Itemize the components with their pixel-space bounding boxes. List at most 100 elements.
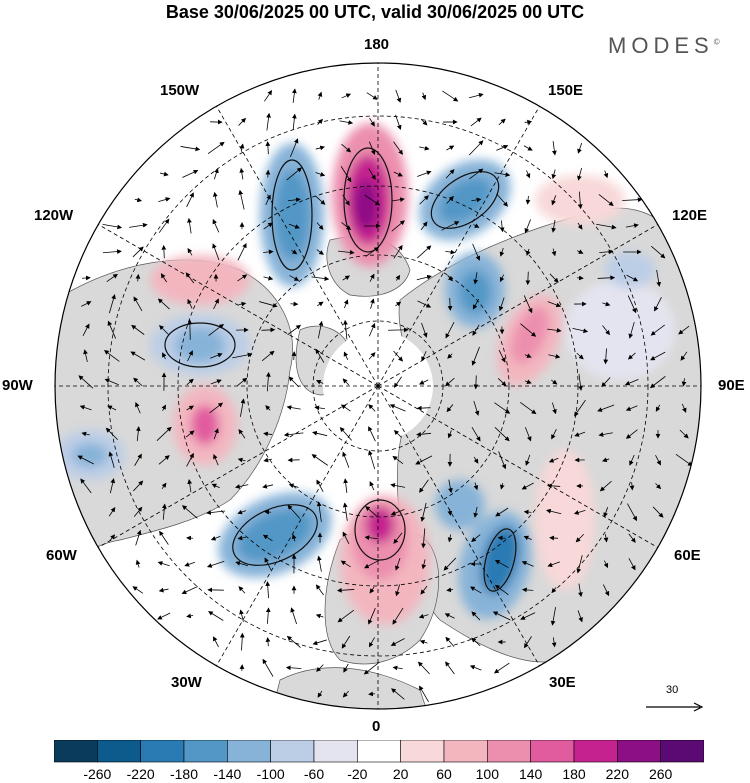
wind-arrow xyxy=(237,457,246,463)
lon-label-150e: 150E xyxy=(548,82,584,99)
wind-arrow xyxy=(264,557,272,571)
wind-arrow xyxy=(290,301,299,307)
wind-arrow xyxy=(419,379,429,385)
contour-line xyxy=(232,504,318,566)
wind-arrow xyxy=(598,194,614,207)
wind-arrow xyxy=(316,664,324,672)
lon-label-90e: 90E xyxy=(718,377,745,394)
wind-arrow xyxy=(161,404,166,412)
wind-arrow xyxy=(341,635,351,649)
wind-arrow xyxy=(368,691,376,697)
wind-arrow xyxy=(574,431,586,437)
wind-arrow xyxy=(102,223,123,230)
wind-arrow xyxy=(315,145,325,151)
wind-arrow xyxy=(603,170,609,179)
wind-arrow xyxy=(158,218,170,233)
wind-arrow xyxy=(77,455,94,465)
anomaly-negative-core xyxy=(175,327,225,363)
wind-arrow xyxy=(521,561,534,567)
wind-arrow xyxy=(416,431,432,437)
wind-arrow xyxy=(135,273,141,282)
wind-arrow xyxy=(597,404,615,412)
colorbar-tick-label: -140 xyxy=(213,766,242,782)
wind-arrow xyxy=(130,351,146,361)
colorbar-segment xyxy=(54,740,98,763)
wind-arrow xyxy=(421,351,427,362)
wind-arrow xyxy=(135,559,141,568)
wind-arrow xyxy=(341,93,352,99)
wind-arrow xyxy=(237,535,246,541)
wind-arrow xyxy=(392,607,404,625)
wind-arrow xyxy=(473,375,479,390)
wind-arrow xyxy=(80,478,92,494)
wind-arrow xyxy=(447,534,453,543)
wind-arrow xyxy=(551,195,557,206)
wind-arrow xyxy=(109,534,116,542)
wind-arrow xyxy=(212,191,218,208)
reference-vector-arrow xyxy=(646,702,704,712)
wind-arrow xyxy=(337,609,355,623)
wind-arrow xyxy=(441,221,460,231)
wind-arrow xyxy=(368,450,376,470)
wind-arrow xyxy=(420,585,428,595)
wind-arrow xyxy=(161,482,167,489)
wind-arrow xyxy=(445,661,455,675)
wind-arrow xyxy=(603,560,609,569)
wind-arrow xyxy=(239,609,244,622)
wind-arrow xyxy=(341,222,352,231)
wind-arrow xyxy=(471,426,481,442)
wind-arrow xyxy=(599,249,614,255)
wind-arrow xyxy=(368,404,376,412)
wind-arrow xyxy=(419,479,429,493)
colorbar-tick-label: 180 xyxy=(562,766,586,782)
wind-arrow xyxy=(212,218,220,233)
lon-label-60w: 60W xyxy=(46,547,77,564)
colorbar-segment xyxy=(487,740,531,763)
wind-arrow xyxy=(314,405,325,411)
wind-arrow xyxy=(420,221,428,231)
wind-arrow xyxy=(365,247,380,257)
colorbar-tick-label: -20 xyxy=(347,766,368,782)
anomaly-negative xyxy=(435,480,485,530)
wind-arrow xyxy=(499,247,505,257)
wind-arrow xyxy=(576,275,584,281)
wind-arrow xyxy=(184,561,196,567)
wind-arrow xyxy=(420,118,428,126)
wind-arrow xyxy=(419,145,430,151)
wind-arrow xyxy=(495,507,509,517)
wind-arrow xyxy=(108,294,116,314)
wind-arrow xyxy=(291,533,297,542)
wind-arrow xyxy=(447,430,453,439)
wind-arrow xyxy=(577,222,583,230)
lon-label-150w: 150W xyxy=(160,82,200,99)
colorbar-tick-label: 220 xyxy=(605,766,630,782)
wind-arrow xyxy=(235,561,249,567)
wind-arrow xyxy=(469,586,482,594)
wind-arrow xyxy=(525,170,531,179)
wind-arrow xyxy=(157,298,170,310)
wind-arrow xyxy=(395,557,401,571)
wind-arrow xyxy=(468,92,484,99)
wind-arrow xyxy=(524,119,533,125)
wind-arrow xyxy=(263,222,273,230)
wind-arrow xyxy=(342,451,350,468)
wind-arrow xyxy=(421,92,427,101)
wind-arrow xyxy=(135,426,141,442)
wind-arrow xyxy=(234,484,249,489)
wind-arrow xyxy=(208,611,224,621)
wind-arrow xyxy=(265,607,271,624)
wind-arrow xyxy=(393,141,403,155)
anomaly-positive-core xyxy=(511,307,549,363)
colorbar-tick-label: -180 xyxy=(169,766,199,782)
colorbar-tick-label: -220 xyxy=(126,766,155,782)
wind-arrow xyxy=(679,429,689,439)
wind-arrow xyxy=(445,321,455,339)
wind-arrow xyxy=(627,503,637,522)
wind-arrow xyxy=(421,322,428,338)
wind-arrow xyxy=(287,324,301,336)
wind-arrow xyxy=(469,168,484,180)
wind-arrow xyxy=(471,637,481,647)
wind-arrow xyxy=(290,607,297,625)
wind-arrow xyxy=(181,586,198,595)
wind-arrow xyxy=(547,483,561,489)
